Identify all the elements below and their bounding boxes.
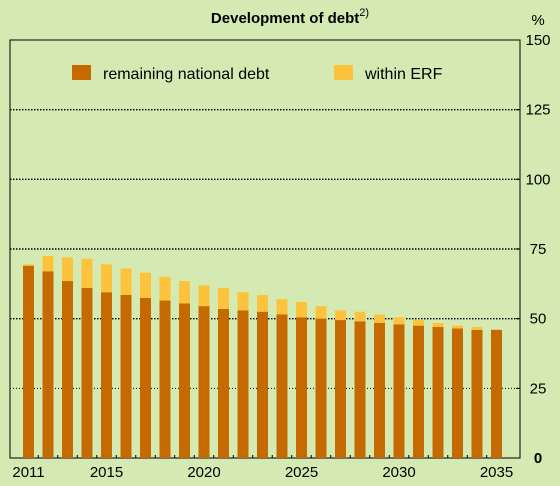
legend-swatch-within-erf (334, 65, 353, 80)
legend: remaining national debt within ERF (72, 65, 443, 83)
bar-remaining-national-debt-2016 (120, 294, 132, 458)
bar-remaining-national-debt-2014 (81, 288, 93, 458)
bar-within-erf-2020 (198, 285, 210, 307)
bar-remaining-national-debt-2011 (23, 265, 34, 458)
bar-remaining-national-debt-2028 (354, 321, 366, 458)
bar-within-erf-2034 (471, 327, 483, 330)
bar-within-erf-2016 (120, 268, 132, 295)
bar-within-erf-2032 (432, 322, 444, 328)
y-axis: 0 25 50 75 100 125 150 (516, 32, 551, 467)
bar-remaining-national-debt-2020 (198, 306, 210, 458)
bars-layer (23, 255, 502, 458)
bar-within-erf-2028 (354, 311, 366, 322)
bar-within-erf-2019 (179, 281, 190, 304)
bar-remaining-national-debt-2030 (393, 324, 405, 458)
chart-title-main: Development of debt (211, 10, 359, 27)
bar-within-erf-2026 (315, 306, 327, 319)
y-tick-label-150: 150 (525, 32, 550, 49)
bar-within-erf-2013 (62, 257, 73, 282)
bar-within-erf-2018 (159, 276, 171, 301)
x-axis: 2011 2015 2020 2025 2030 2035 (12, 455, 513, 481)
bar-remaining-national-debt-2023 (257, 311, 268, 458)
bar-remaining-national-debt-2031 (413, 325, 424, 458)
legend-swatch-remaining-national-debt (72, 65, 91, 80)
bar-remaining-national-debt-2026 (315, 318, 327, 458)
bar-within-erf-2015 (101, 264, 112, 293)
bar-within-erf-2023 (257, 294, 268, 312)
bar-remaining-national-debt-2012 (42, 271, 54, 458)
bar-within-erf-2030 (393, 317, 405, 325)
y-tick-label-75: 75 (530, 241, 547, 258)
bar-remaining-national-debt-2021 (218, 308, 229, 458)
bar-remaining-national-debt-2015 (101, 292, 112, 458)
bar-within-erf-2025 (296, 301, 307, 318)
bar-remaining-national-debt-2022 (237, 310, 249, 458)
bar-within-erf-2011 (23, 264, 34, 266)
bar-within-erf-2014 (81, 258, 93, 289)
bar-within-erf-2033 (452, 325, 463, 329)
bar-remaining-national-debt-2032 (432, 327, 444, 458)
bar-remaining-national-debt-2013 (62, 281, 73, 458)
bar-remaining-national-debt-2033 (452, 328, 463, 458)
bar-within-erf-2027 (335, 310, 346, 321)
bar-within-erf-2024 (276, 299, 288, 315)
y-tick-label-25: 25 (530, 380, 547, 397)
x-tick-label-2025: 2025 (285, 464, 318, 481)
bar-within-erf-2031 (413, 320, 424, 326)
x-tick-label-2035: 2035 (480, 464, 513, 481)
bar-within-erf-2021 (218, 288, 229, 309)
x-tick-label-2011: 2011 (12, 464, 44, 481)
bar-remaining-national-debt-2034 (471, 329, 483, 458)
bar-remaining-national-debt-2024 (276, 314, 288, 458)
x-tick-label-2030: 2030 (382, 464, 415, 481)
y-tick-label-0: 0 (534, 450, 542, 467)
chart-title-superscript: 2) (359, 7, 369, 19)
bar-within-erf-2029 (374, 314, 385, 323)
bar-remaining-national-debt-2029 (374, 322, 385, 458)
x-tick-label-2015: 2015 (90, 464, 123, 481)
bar-remaining-national-debt-2019 (179, 303, 190, 458)
bar-within-erf-2017 (140, 272, 151, 298)
x-tick-label-2020: 2020 (187, 464, 220, 481)
chart-title: Development of debt2) (211, 7, 369, 27)
bar-remaining-national-debt-2017 (140, 297, 151, 458)
bar-remaining-national-debt-2027 (335, 320, 346, 458)
bar-within-erf-2022 (237, 292, 249, 311)
bar-within-erf-2012 (42, 255, 54, 272)
bar-remaining-national-debt-2025 (296, 317, 307, 458)
y-tick-label-125: 125 (525, 102, 550, 119)
y-tick-label-100: 100 (525, 171, 550, 188)
bar-remaining-national-debt-2018 (159, 300, 171, 458)
y-tick-label-50: 50 (530, 311, 547, 328)
legend-label-within-erf: within ERF (364, 66, 443, 83)
bar-remaining-national-debt-2035 (491, 329, 502, 458)
y-axis-unit-label: % (531, 12, 544, 29)
legend-label-remaining-national-debt: remaining national debt (103, 66, 270, 83)
